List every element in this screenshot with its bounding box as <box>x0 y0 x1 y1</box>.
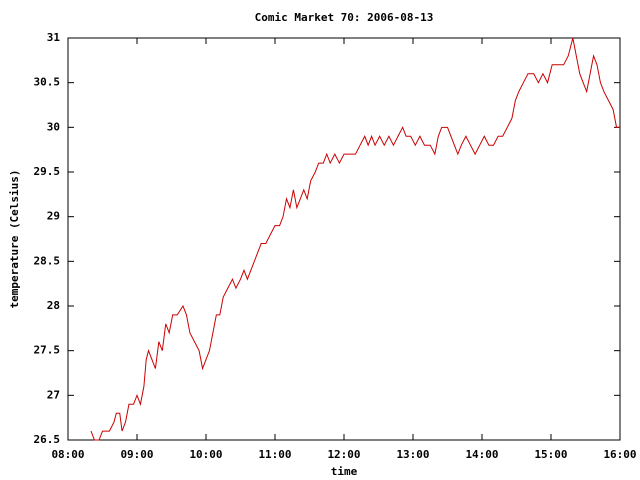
chart-title: Comic Market 70: 2006-08-13 <box>255 11 434 24</box>
y-tick-label: 26.5 <box>34 433 61 446</box>
x-tick-label: 15:00 <box>534 448 567 461</box>
x-tick-label: 11:00 <box>258 448 291 461</box>
x-tick-label: 12:00 <box>327 448 360 461</box>
y-tick-label: 28 <box>47 299 60 312</box>
x-tick-label: 13:00 <box>396 448 429 461</box>
y-tick-label: 27 <box>47 388 60 401</box>
y-tick-label: 30.5 <box>34 76 61 89</box>
x-tick-label: 09:00 <box>120 448 153 461</box>
y-tick-label: 31 <box>47 31 61 44</box>
y-tick-label: 28.5 <box>34 254 61 267</box>
x-tick-label: 14:00 <box>465 448 498 461</box>
y-tick-label: 27.5 <box>34 344 61 357</box>
y-tick-label: 30 <box>47 120 60 133</box>
y-tick-label: 29.5 <box>34 165 61 178</box>
plot-border <box>67 37 621 441</box>
temperature-line <box>90 37 620 441</box>
y-tick-label: 29 <box>47 210 60 223</box>
x-tick-label: 10:00 <box>189 448 222 461</box>
x-tick-label: 08:00 <box>51 448 84 461</box>
x-tick-label: 16:00 <box>603 448 636 461</box>
y-axis-label: temperature (Celsius) <box>8 169 21 308</box>
x-axis-label: time <box>331 465 358 478</box>
